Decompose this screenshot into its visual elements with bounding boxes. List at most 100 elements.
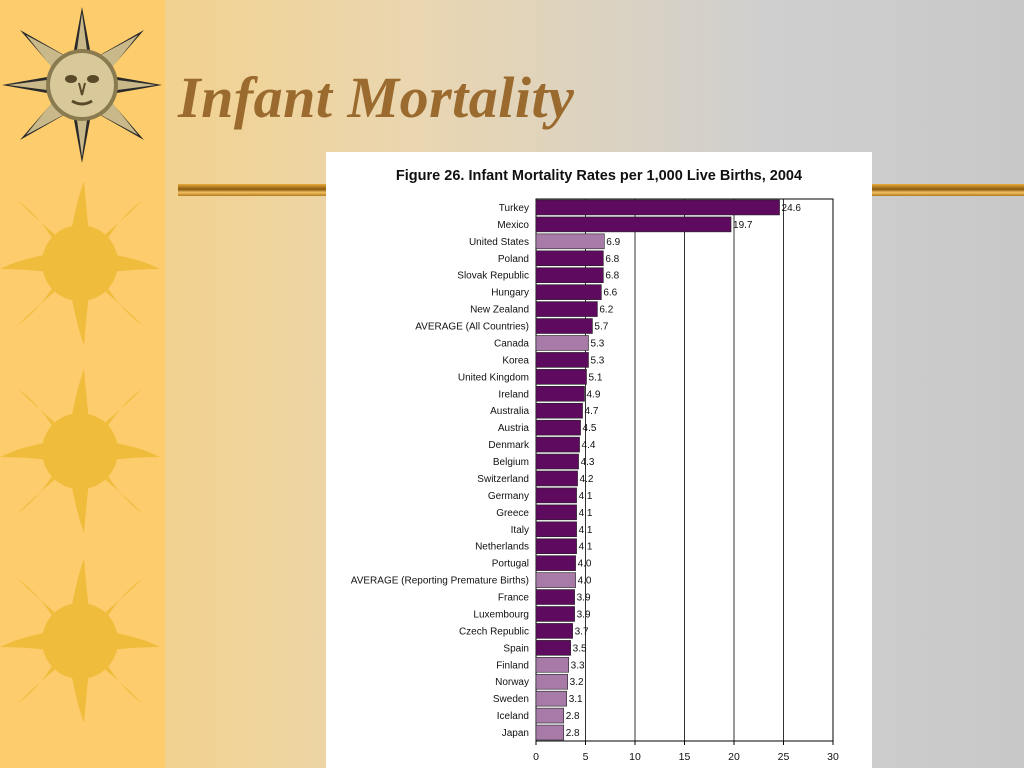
category-label: Mexico [497, 220, 529, 231]
data-label: 3.2 [570, 677, 584, 688]
data-label: 2.8 [566, 728, 580, 739]
metal-sun-icon [2, 7, 162, 163]
bar [535, 369, 587, 385]
x-tick-label: 25 [778, 751, 790, 763]
category-label: Germany [488, 491, 529, 502]
data-label: 19.7 [733, 220, 753, 231]
bar [535, 589, 575, 605]
category-label: Belgium [493, 457, 529, 468]
data-label: 5.3 [590, 338, 604, 349]
bar [535, 419, 581, 436]
data-label: 4.2 [580, 474, 594, 485]
bar [535, 402, 583, 419]
category-label: Iceland [497, 711, 529, 722]
data-label: 3.9 [577, 593, 591, 604]
bar [535, 335, 589, 351]
data-label: 5.7 [594, 322, 608, 333]
x-tick-label: 5 [583, 751, 589, 763]
category-label: United Kingdom [458, 372, 529, 383]
category-label: Finland [496, 660, 529, 671]
sun-icon [0, 559, 160, 723]
bar-chart: 0 5 10 15 20 25 30 Turkey 24.6 Mexico 19.7 United S… [351, 198, 839, 763]
bar [535, 284, 602, 300]
bar [535, 386, 585, 402]
data-label: 4.0 [578, 576, 592, 587]
data-label: 3.3 [571, 660, 585, 671]
bar [535, 267, 604, 283]
x-tick-label: 20 [728, 751, 740, 763]
category-label: Sweden [493, 694, 529, 705]
category-label: Austria [498, 423, 530, 434]
bar [535, 707, 565, 724]
slide-title: Infant Mortality [178, 65, 575, 130]
category-label: United States [469, 237, 529, 248]
data-label: 4.1 [579, 542, 593, 553]
x-tick-label: 10 [629, 751, 641, 763]
data-label: 2.8 [566, 711, 580, 722]
bar [535, 216, 732, 233]
data-label: 4.1 [579, 491, 593, 502]
bar [535, 352, 589, 368]
bar [535, 436, 580, 453]
category-label: Italy [511, 525, 529, 536]
data-label: 6.6 [603, 288, 617, 299]
bar [535, 572, 576, 588]
x-tick-label: 0 [533, 751, 539, 763]
data-label: 24.6 [782, 203, 802, 214]
category-label: AVERAGE (All Countries) [415, 322, 529, 333]
bar [535, 555, 576, 571]
bar [535, 538, 577, 554]
category-label: Turkey [499, 203, 529, 214]
bar [535, 487, 577, 504]
data-label: 5.1 [588, 372, 602, 383]
data-label: 4.7 [585, 406, 599, 417]
data-label: 6.8 [605, 271, 619, 282]
category-label: Ireland [498, 389, 529, 400]
category-label: Spain [503, 643, 529, 654]
data-label: 3.5 [573, 643, 587, 654]
data-label: 4.3 [581, 457, 595, 468]
category-label: Greece [496, 508, 529, 519]
data-label: 6.9 [606, 237, 620, 248]
bar [535, 673, 568, 690]
figure-title: Figure 26. Infant Mortality Rates per 1,… [395, 168, 803, 184]
data-label: 3.7 [575, 626, 589, 637]
category-label: Australia [490, 406, 529, 417]
bar [535, 504, 577, 521]
data-label: 5.3 [590, 355, 604, 366]
category-label: France [498, 593, 530, 604]
bar [535, 606, 575, 622]
bar [535, 470, 578, 487]
category-label: AVERAGE (Reporting Premature Births) [351, 576, 529, 587]
data-label: 4.5 [583, 423, 597, 434]
bar [535, 301, 598, 317]
bar [535, 250, 604, 267]
category-label: Hungary [491, 288, 529, 299]
gold-rule-left [178, 184, 328, 196]
bar [535, 623, 573, 639]
category-label: Canada [494, 338, 529, 349]
data-label: 4.4 [582, 440, 596, 451]
bar [535, 318, 593, 334]
data-label: 6.8 [605, 254, 619, 265]
figure-panel: Figure 26. Infant Mortality Rates per 1,… [326, 152, 872, 768]
decorative-sidebar [0, 0, 165, 768]
data-label: 4.0 [578, 559, 592, 570]
data-label: 4.1 [579, 525, 593, 536]
bar [535, 199, 780, 216]
data-label: 4.1 [579, 508, 593, 519]
data-label: 3.1 [569, 694, 583, 705]
x-tick-label: 15 [679, 751, 691, 763]
category-label: Norway [495, 677, 529, 688]
sun-icon [0, 181, 160, 345]
category-label: Slovak Republic [457, 271, 529, 282]
category-label: Korea [502, 355, 529, 366]
category-label: Luxembourg [473, 609, 529, 620]
bar [535, 690, 567, 707]
sun-icon [0, 369, 160, 533]
x-tick-label: 30 [827, 751, 839, 763]
category-label: Switzerland [477, 474, 529, 485]
category-label: Netherlands [475, 542, 529, 553]
bar [535, 640, 571, 656]
category-label: Japan [502, 728, 529, 739]
